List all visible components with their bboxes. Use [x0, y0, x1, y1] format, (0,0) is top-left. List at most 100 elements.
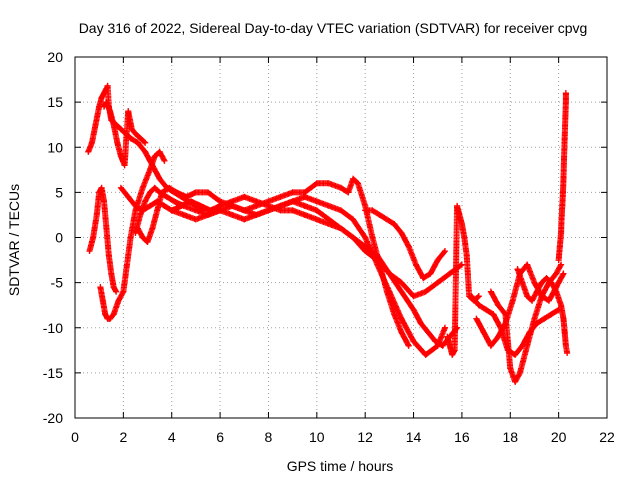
data-point: [125, 108, 132, 115]
data-point: [475, 302, 482, 309]
data-point: [512, 351, 519, 358]
data-point: [139, 184, 146, 191]
data-point: [156, 175, 163, 182]
data-point: [241, 216, 248, 223]
data-point: [229, 211, 236, 218]
series-arc2: [86, 184, 120, 295]
data-points: [85, 82, 571, 385]
data-point: [229, 202, 236, 209]
data-point: [562, 112, 569, 119]
data-point: [104, 82, 111, 89]
data-point: [301, 211, 308, 218]
chart-title: Day 316 of 2022, Sidereal Day-to-day VTE…: [79, 20, 588, 36]
data-point: [125, 193, 132, 200]
data-point: [548, 311, 555, 318]
data-point: [171, 198, 178, 205]
data-point: [495, 333, 502, 340]
data-point: [514, 266, 521, 273]
data-point: [507, 365, 514, 372]
data-point: [560, 270, 567, 277]
data-point: [103, 225, 110, 232]
data-point: [253, 202, 260, 209]
data-point: [146, 189, 153, 196]
data-point: [529, 297, 536, 304]
data-point: [531, 315, 538, 322]
data-point: [524, 342, 531, 349]
data-point: [422, 351, 429, 358]
data-point: [383, 288, 390, 295]
y-tick-label: -20: [43, 410, 63, 426]
y-tick-label: 10: [47, 139, 63, 155]
data-point: [541, 315, 548, 322]
data-point: [128, 126, 135, 133]
data-point: [558, 229, 565, 236]
data-point: [439, 342, 446, 349]
data-point: [362, 234, 369, 241]
data-point: [543, 275, 550, 282]
data-point: [410, 293, 417, 300]
data-point: [110, 121, 117, 128]
data-point: [531, 279, 538, 286]
data-point: [277, 202, 284, 209]
y-tick-label: 20: [47, 49, 63, 65]
data-point: [108, 270, 115, 277]
data-point: [127, 234, 134, 241]
data-point: [487, 342, 494, 349]
data-point: [134, 225, 141, 232]
data-point: [253, 211, 260, 218]
data-point: [468, 293, 475, 300]
data-point: [325, 180, 332, 187]
data-point: [391, 311, 398, 318]
data-point: [98, 94, 105, 101]
series-arc7: [134, 175, 412, 349]
data-point: [519, 279, 526, 286]
data-point: [151, 153, 158, 160]
data-point: [369, 207, 376, 214]
data-point: [139, 234, 146, 241]
data-point: [289, 207, 296, 214]
data-point: [362, 207, 369, 214]
data-point: [432, 338, 439, 345]
data-point: [398, 229, 405, 236]
data-point: [560, 175, 567, 182]
data-point: [362, 243, 369, 250]
data-point: [548, 279, 555, 286]
data-point: [289, 189, 296, 196]
data-point: [180, 202, 187, 209]
data-point: [137, 135, 144, 142]
series-arc14: [514, 266, 571, 357]
data-point: [114, 139, 121, 146]
data-point: [149, 225, 156, 232]
data-point: [265, 198, 272, 205]
data-point: [101, 198, 108, 205]
data-point: [558, 261, 565, 268]
y-tick-label: -15: [43, 365, 63, 381]
data-point: [456, 211, 463, 218]
data-point: [173, 189, 180, 196]
data-point: [156, 148, 163, 155]
data-point: [325, 202, 332, 209]
data-point: [163, 193, 170, 200]
data-point: [101, 103, 108, 110]
data-point: [313, 180, 320, 187]
data-point: [420, 275, 427, 282]
data-point: [461, 234, 468, 241]
data-point: [92, 121, 99, 128]
data-point: [301, 202, 308, 209]
data-point: [410, 306, 417, 313]
y-axis-label: SDTVAR / TECUs: [6, 184, 22, 296]
data-point: [516, 369, 523, 376]
data-point: [97, 284, 104, 291]
data-point: [561, 329, 568, 336]
data-point: [374, 252, 381, 259]
data-point: [144, 239, 151, 246]
data-point: [115, 297, 122, 304]
data-point: [562, 99, 569, 106]
data-point: [564, 350, 571, 357]
data-point: [538, 293, 545, 300]
data-point: [434, 257, 441, 264]
data-point: [444, 333, 451, 340]
data-point: [458, 220, 465, 227]
